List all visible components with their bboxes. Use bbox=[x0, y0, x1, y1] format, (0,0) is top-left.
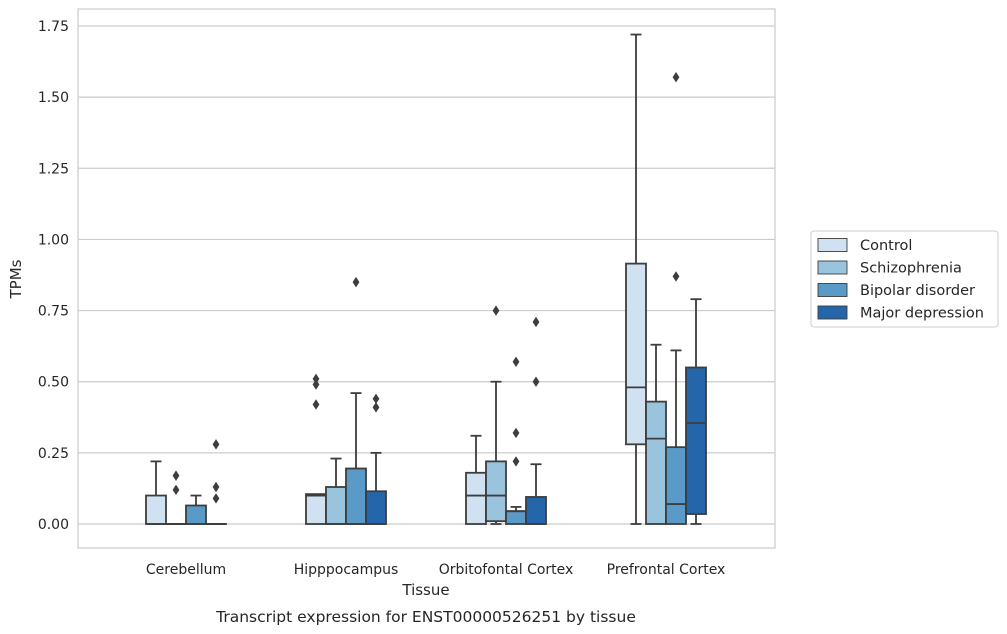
legend-swatch bbox=[817, 238, 848, 252]
legend-swatch bbox=[817, 260, 848, 275]
outlier-point bbox=[212, 439, 220, 450]
outlier-point bbox=[172, 484, 180, 496]
x-tick-label: Cerebellum bbox=[146, 562, 226, 578]
y-tick-label: 1.25 bbox=[38, 161, 69, 177]
box-group bbox=[365, 393, 387, 525]
box bbox=[325, 486, 347, 525]
box-group bbox=[205, 439, 227, 526]
box bbox=[345, 467, 367, 525]
box bbox=[685, 366, 707, 515]
legend-swatch bbox=[817, 283, 848, 297]
outlier-point bbox=[512, 356, 520, 367]
box bbox=[625, 262, 647, 446]
box bbox=[665, 446, 687, 525]
y-axis-label: TPMs bbox=[7, 259, 25, 299]
box bbox=[305, 493, 327, 525]
outlier-point bbox=[372, 402, 380, 413]
box-group bbox=[485, 305, 507, 525]
legend-label: Control bbox=[860, 238, 912, 254]
outlier-point bbox=[372, 393, 380, 404]
outlier-point bbox=[672, 271, 680, 282]
box bbox=[365, 490, 387, 525]
box-groups bbox=[145, 33, 707, 526]
box bbox=[525, 496, 547, 525]
outlier-point bbox=[352, 276, 360, 288]
legend: Control Schizophrenia Bipolar disorder Majo… bbox=[810, 230, 999, 328]
y-tick-label: 0.75 bbox=[38, 304, 69, 320]
y-tick-labels: 0.00 0.25 0.50 0.75 1.00 1.25 1.50 1.75 bbox=[38, 19, 69, 533]
x-tick-label: Hipppocampus bbox=[294, 562, 399, 578]
outlier-point bbox=[312, 399, 320, 410]
gridlines bbox=[78, 25, 775, 525]
box bbox=[465, 471, 487, 525]
legend-label: Schizophrenia bbox=[860, 261, 962, 277]
box-group bbox=[305, 373, 327, 525]
x-tick-labels: Cerebellum Hipppocampus Orbitofontal Corte… bbox=[146, 562, 725, 578]
plot-frame bbox=[77, 8, 776, 549]
y-tick-label: 0.00 bbox=[38, 517, 69, 533]
box-group bbox=[465, 434, 487, 525]
box-group bbox=[505, 356, 527, 525]
box-group bbox=[525, 316, 547, 525]
outlier-point bbox=[172, 470, 180, 481]
outlier-point bbox=[312, 379, 320, 390]
box-group bbox=[145, 460, 167, 525]
outlier-point bbox=[532, 316, 540, 328]
y-tick-label: 0.50 bbox=[38, 375, 69, 391]
x-tick-label: Prefrontal Cortex bbox=[607, 562, 726, 578]
y-tick-label: 1.75 bbox=[38, 19, 69, 35]
box-group bbox=[685, 298, 707, 525]
outlier-point bbox=[312, 373, 320, 385]
x-axis-label: Tissue bbox=[401, 581, 449, 599]
box-group bbox=[325, 457, 347, 525]
outlier-point bbox=[212, 481, 220, 493]
box-group bbox=[665, 72, 687, 525]
box bbox=[485, 460, 507, 523]
outlier-point bbox=[532, 376, 540, 387]
legend-swatch bbox=[817, 305, 848, 320]
box bbox=[505, 510, 527, 525]
outlier-point bbox=[512, 456, 520, 467]
outlier-point bbox=[212, 493, 220, 504]
legend-frame bbox=[810, 230, 999, 328]
legend-label: Bipolar disorder bbox=[860, 283, 975, 299]
chart-caption: Transcript expression for ENST0000052625… bbox=[215, 608, 636, 626]
y-tick-label: 1.50 bbox=[38, 90, 69, 106]
box bbox=[185, 504, 207, 525]
x-tick-label: Orbitofontal Cortex bbox=[439, 562, 574, 578]
legend-label: Major depression bbox=[860, 306, 984, 322]
box-group bbox=[625, 33, 647, 525]
y-tick-label: 1.00 bbox=[38, 232, 69, 248]
box-group bbox=[645, 343, 667, 525]
box-group bbox=[165, 470, 187, 526]
outlier-point bbox=[512, 427, 520, 439]
y-tick-label: 0.25 bbox=[38, 446, 69, 462]
box bbox=[145, 494, 167, 525]
box bbox=[645, 400, 667, 525]
outlier-point bbox=[672, 72, 680, 83]
box-group bbox=[345, 276, 367, 525]
outlier-point bbox=[492, 305, 500, 316]
box-group bbox=[185, 494, 207, 525]
